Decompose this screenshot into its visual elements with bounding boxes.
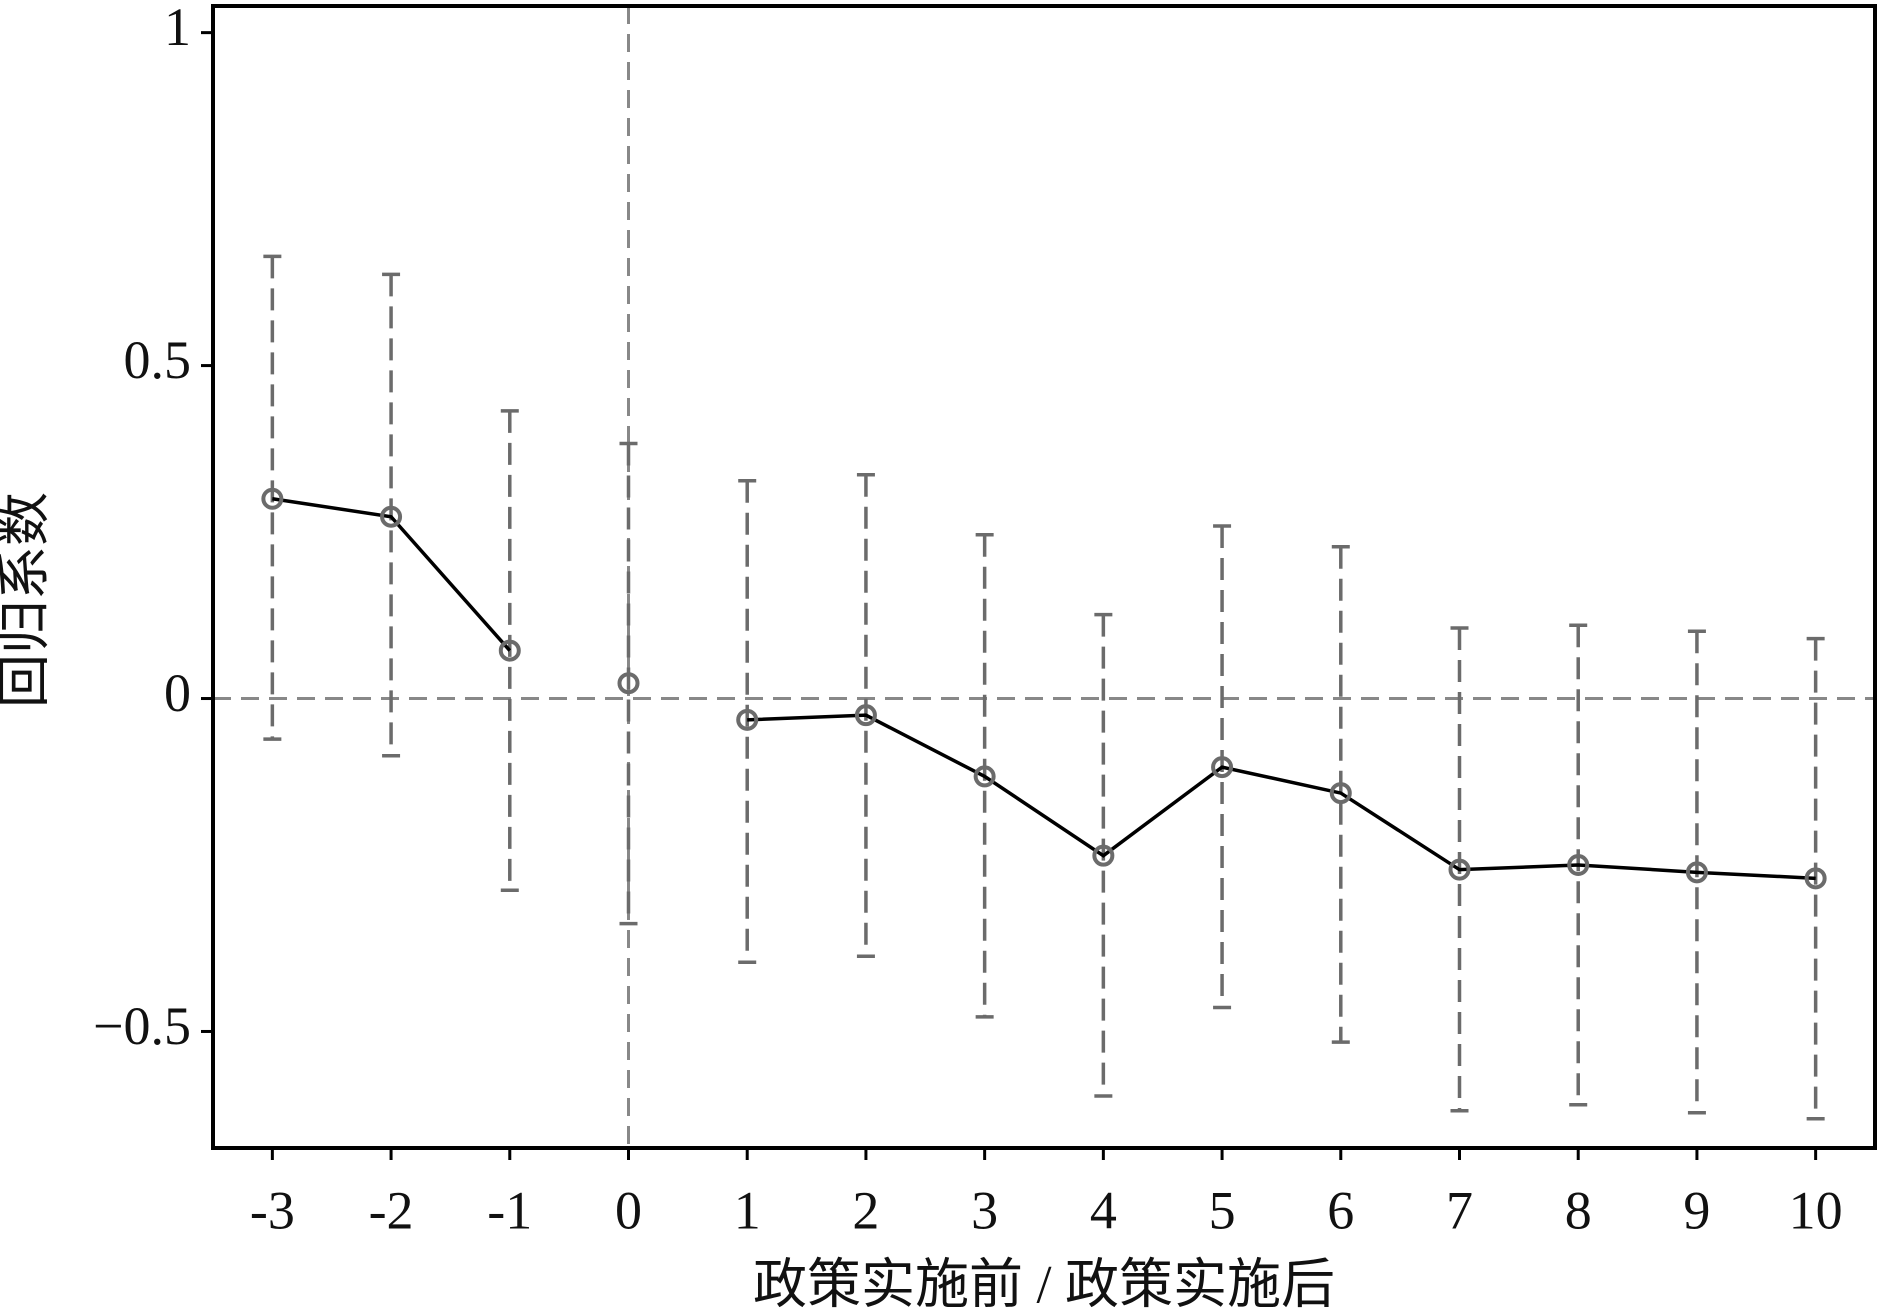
y-axis-label: 回归系数: [0, 492, 54, 708]
point: [1329, 782, 1352, 805]
point: [1211, 756, 1234, 779]
point: [1804, 867, 1827, 890]
point: [261, 487, 284, 510]
x-tick-label: 5: [1209, 1180, 1236, 1240]
x-tick-label: -2: [369, 1180, 414, 1240]
point: [854, 704, 877, 727]
x-tick-label: 10: [1789, 1180, 1843, 1240]
point: [1685, 861, 1708, 884]
x-tick-label: 2: [852, 1180, 879, 1240]
x-tick-label: -1: [487, 1180, 532, 1240]
y-tick-label: 1: [164, 0, 191, 57]
x-axis-label: 政策实施前 / 政策实施后: [753, 1254, 1335, 1314]
x-tick-label: 1: [734, 1180, 761, 1240]
x-tick-label: 3: [971, 1180, 998, 1240]
error-bar: [1806, 636, 1825, 1121]
point: [1092, 844, 1115, 867]
x-tick-label: 9: [1683, 1180, 1710, 1240]
x-tick-label: 7: [1446, 1180, 1473, 1240]
point: [498, 639, 521, 662]
y-tick-label: 0.5: [124, 330, 192, 390]
point: [617, 672, 640, 695]
coefficient-line: [747, 713, 1816, 881]
coefficient-line: [272, 497, 512, 652]
y-tick-label: −0.5: [93, 996, 191, 1056]
x-tick-label: 0: [615, 1180, 642, 1240]
error-bar: [263, 254, 282, 741]
x-tick-label: 8: [1565, 1180, 1592, 1240]
point: [1567, 853, 1590, 876]
point: [1448, 858, 1471, 881]
x-tick-label: 6: [1327, 1180, 1354, 1240]
error-bar: [738, 479, 757, 964]
y-tick-label: 0: [164, 663, 191, 723]
error-bar: [619, 441, 638, 926]
x-tick-label: -3: [250, 1180, 295, 1240]
point: [736, 708, 759, 731]
point: [380, 505, 403, 528]
point: [973, 765, 996, 788]
plot-frame: [211, 4, 1877, 1150]
error-bar: [1331, 544, 1350, 1044]
x-tick-label: 4: [1090, 1180, 1117, 1240]
